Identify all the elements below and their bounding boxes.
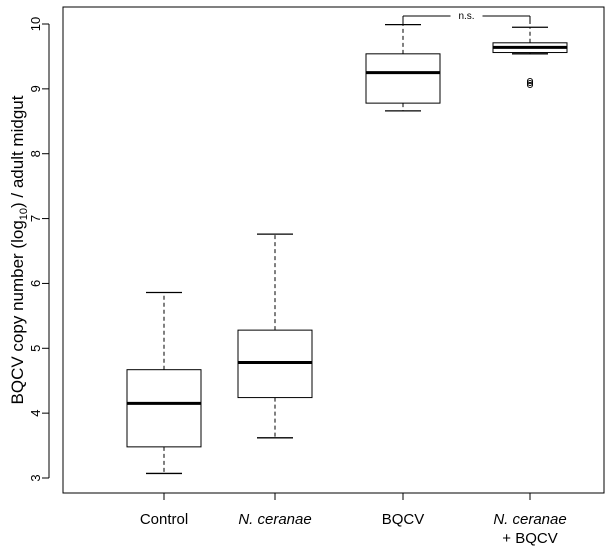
x-axis: Control N. ceranae BQCV N. ceranae + BQCV bbox=[140, 492, 567, 547]
y-axis-title-subscript: 10 bbox=[18, 208, 30, 220]
box-group bbox=[365, 23, 441, 112]
y-axis-title: BQCV copy number (log10) / adult midgut bbox=[8, 95, 30, 404]
x-tick-label-line2: + BQCV bbox=[502, 530, 557, 547]
y-tick-label: 3 bbox=[28, 474, 43, 481]
x-tick-label: Control bbox=[140, 511, 188, 528]
y-tick-label: 9 bbox=[28, 85, 43, 92]
box-group bbox=[492, 26, 568, 89]
box-group bbox=[237, 233, 313, 439]
box bbox=[126, 369, 202, 448]
boxes bbox=[126, 23, 568, 475]
outlier-point bbox=[526, 78, 534, 85]
y-tick-label: 6 bbox=[28, 280, 43, 287]
y-axis: 3 4 5 6 7 8 9 10 bbox=[28, 17, 50, 482]
y-tick-label: 8 bbox=[28, 150, 43, 157]
significance-annotation: n.s. bbox=[402, 11, 531, 24]
y-tick-label: 5 bbox=[28, 345, 43, 352]
box-group bbox=[126, 291, 202, 475]
y-tick-label: 4 bbox=[28, 410, 43, 417]
box bbox=[365, 53, 441, 104]
y-tick-label: 10 bbox=[28, 17, 43, 31]
y-axis-title-main: BQCV copy number (log bbox=[8, 220, 27, 404]
x-tick-label: BQCV bbox=[382, 511, 425, 528]
outlier-point bbox=[526, 81, 534, 89]
x-tick-label: N. ceranae bbox=[238, 511, 311, 528]
annotation-label: n.s. bbox=[458, 11, 474, 22]
x-tick-label: N. ceranae bbox=[493, 511, 566, 528]
y-tick-label: 7 bbox=[28, 215, 43, 222]
outlier-point bbox=[526, 79, 534, 87]
y-axis-title-tail: ) / adult midgut bbox=[8, 95, 27, 208]
